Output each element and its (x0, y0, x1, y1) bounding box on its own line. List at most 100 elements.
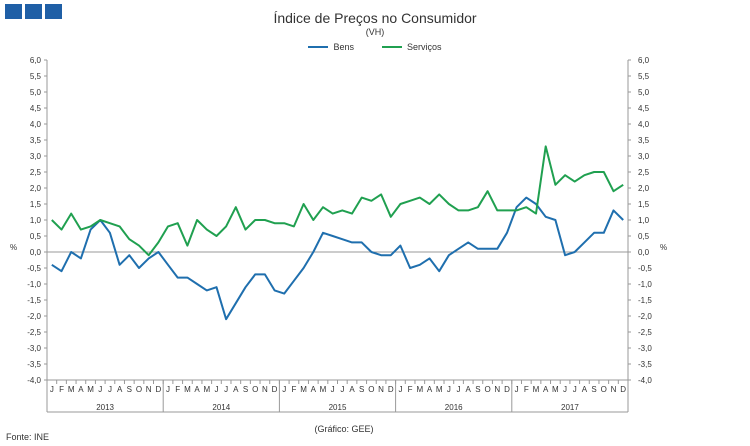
x-tick-month: N (146, 385, 152, 394)
x-tick-month: A (466, 385, 472, 394)
x-tick-month: F (59, 385, 64, 394)
y-tick-label-left: 0,5 (30, 232, 42, 241)
y-tick-label-left: 6,0 (30, 56, 42, 65)
x-tick-year: 2016 (445, 403, 463, 412)
x-tick-year: 2015 (329, 403, 347, 412)
x-tick-month: J (331, 385, 335, 394)
x-tick-month: F (408, 385, 413, 394)
x-tick-month: A (311, 385, 317, 394)
source-note: Fonte: INE (6, 432, 50, 442)
y-tick-label-right: 1,0 (638, 216, 650, 225)
chart-credit: (Gráfico: GEE) (314, 424, 374, 434)
x-tick-month: J (447, 385, 451, 394)
y-tick-label-left: -2,0 (27, 312, 41, 321)
x-tick-month: A (543, 385, 549, 394)
y-tick-label-left: 3,0 (30, 152, 42, 161)
x-tick-month: O (368, 385, 374, 394)
x-tick-month: D (620, 385, 626, 394)
x-tick-month: A (78, 385, 84, 394)
x-tick-month: J (573, 385, 577, 394)
x-tick-month: J (108, 385, 112, 394)
y-tick-label-left: 5,5 (30, 72, 42, 81)
y-tick-label-left: 3,5 (30, 136, 42, 145)
y-tick-label-right: 2,5 (638, 168, 650, 177)
x-tick-month: O (601, 385, 607, 394)
y-tick-label-left: -1,0 (27, 280, 41, 289)
x-tick-month: A (349, 385, 355, 394)
x-tick-month: N (262, 385, 268, 394)
y-tick-label-left: 2,0 (30, 184, 42, 193)
y-tick-label-right: 6,0 (638, 56, 650, 65)
y-tick-label-right: -2,0 (638, 312, 652, 321)
x-tick-month: M (203, 385, 210, 394)
x-tick-month: F (175, 385, 180, 394)
y-tick-label-left: 1,5 (30, 200, 42, 209)
x-tick-year: 2013 (96, 403, 114, 412)
series-line-bens (51, 196, 624, 321)
y-tick-label-right: -3,0 (638, 344, 652, 353)
y-tick-label-left: -4,0 (27, 376, 41, 385)
legend: Bens Serviços (0, 42, 750, 52)
x-tick-month: D (504, 385, 510, 394)
x-tick-month: M (416, 385, 423, 394)
x-tick-month: J (457, 385, 461, 394)
x-tick-month: J (282, 385, 286, 394)
x-tick-month: A (233, 385, 239, 394)
x-tick-month: M (436, 385, 443, 394)
y-tick-label-right: -3,5 (638, 360, 652, 369)
y-tick-label-right: -1,0 (638, 280, 652, 289)
x-tick-month: M (300, 385, 307, 394)
x-tick-month: A (427, 385, 433, 394)
x-tick-month: D (155, 385, 161, 394)
y-tick-label-right: -4,0 (638, 376, 652, 385)
y-tick-label-right: -1,5 (638, 296, 652, 305)
y-axis-label-left: % (10, 243, 17, 252)
legend-swatch-bens (308, 46, 329, 48)
x-tick-year: 2017 (561, 403, 579, 412)
y-tick-label-right: 3,0 (638, 152, 650, 161)
x-tick-month: M (552, 385, 559, 394)
y-tick-label-right: -2,5 (638, 328, 652, 337)
x-tick-month: O (136, 385, 142, 394)
y-tick-label-right: 5,5 (638, 72, 650, 81)
y-tick-label-left: -1,5 (27, 296, 41, 305)
x-tick-month: F (524, 385, 529, 394)
x-tick-month: J (515, 385, 519, 394)
x-tick-month: S (243, 385, 248, 394)
x-tick-month: O (484, 385, 490, 394)
x-tick-month: S (127, 385, 132, 394)
chart-subtitle: (VH) (365, 27, 385, 37)
x-tick-month: J (166, 385, 170, 394)
logo-block (5, 4, 22, 19)
x-tick-month: O (252, 385, 258, 394)
x-tick-month: M (87, 385, 94, 394)
x-tick-month: M (68, 385, 75, 394)
y-tick-label-left: 2,5 (30, 168, 42, 177)
legend-swatch-servicos (382, 46, 402, 48)
x-tick-month: M (533, 385, 540, 394)
x-tick-month: A (117, 385, 123, 394)
x-tick-year: 2014 (212, 403, 230, 412)
x-tick-month: A (582, 385, 588, 394)
x-tick-month: N (611, 385, 617, 394)
chart-title: Índice de Preços no Consumidor (273, 10, 477, 26)
x-tick-month: D (272, 385, 278, 394)
logo-block (45, 4, 62, 19)
y-tick-label-right: 0,0 (638, 248, 650, 257)
y-tick-label-right: 3,5 (638, 136, 650, 145)
y-tick-label-left: -0,5 (27, 264, 41, 273)
logo-block (25, 4, 42, 19)
y-tick-label-right: 2,0 (638, 184, 650, 193)
y-tick-label-left: 0,0 (30, 248, 42, 257)
y-tick-label-right: 0,5 (638, 232, 650, 241)
legend-item-servicos: Serviços (382, 42, 442, 52)
y-tick-label-right: 4,5 (638, 104, 650, 113)
y-tick-label-left: -2,5 (27, 328, 41, 337)
x-tick-month: J (98, 385, 102, 394)
x-tick-month: J (398, 385, 402, 394)
legend-item-bens: Bens (308, 42, 354, 52)
y-axis-label-right: % (660, 243, 667, 252)
y-tick-label-right: 4,0 (638, 120, 650, 129)
legend-label-bens: Bens (333, 42, 354, 52)
